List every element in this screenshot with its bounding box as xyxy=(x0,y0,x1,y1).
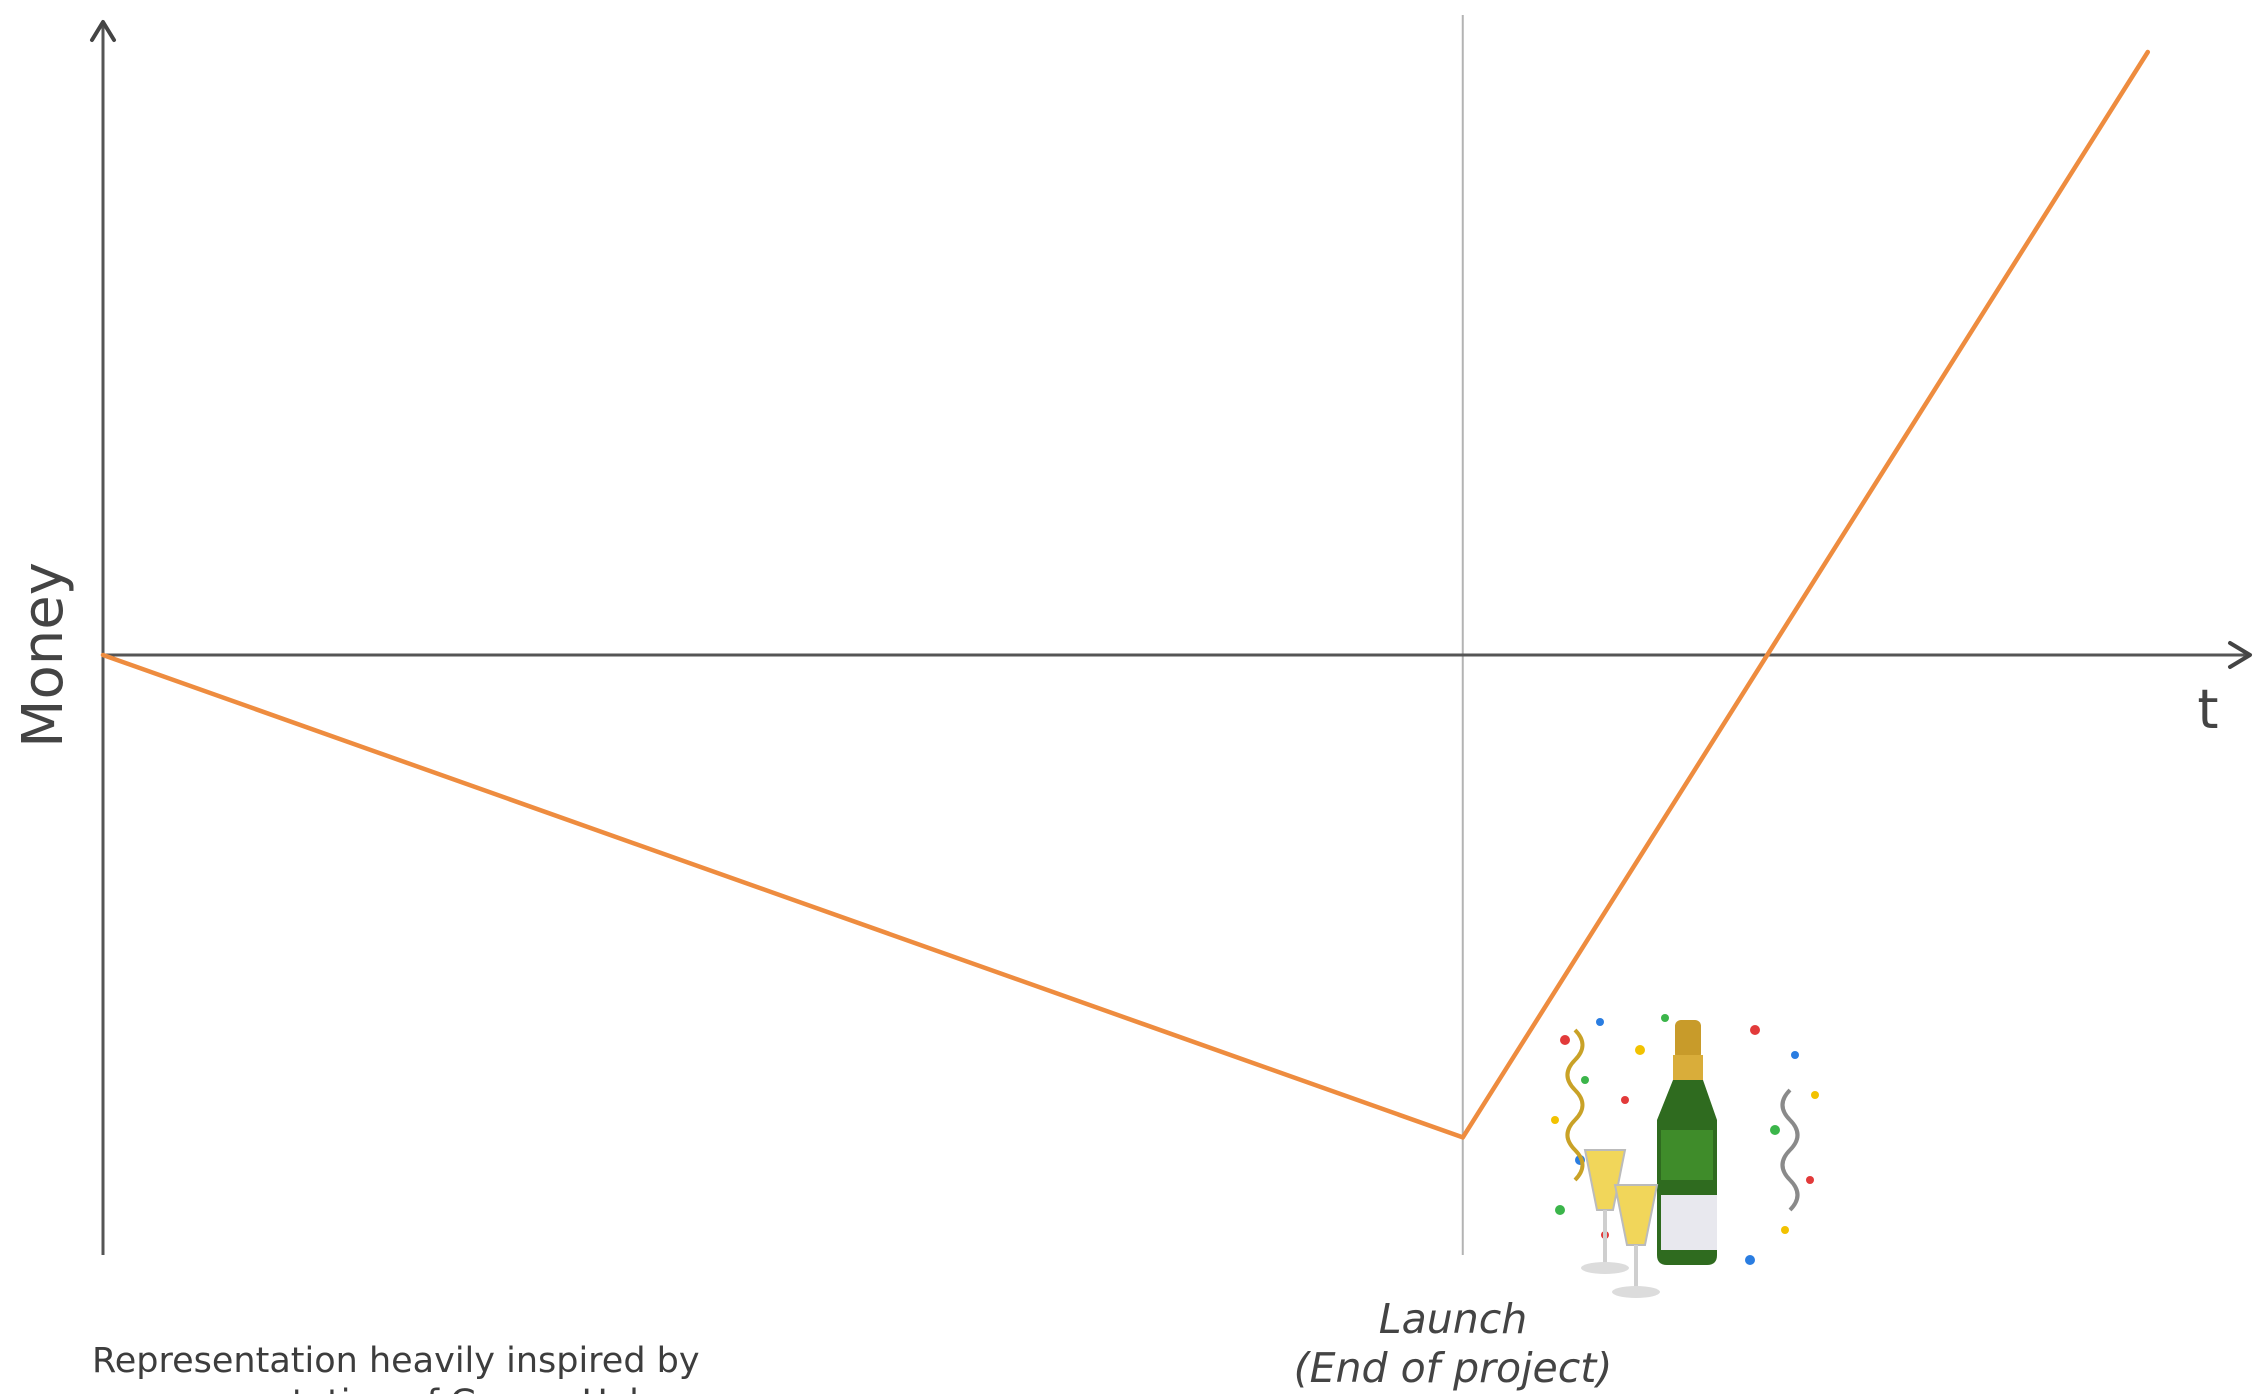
x-axis-arrow-icon xyxy=(2228,641,2252,669)
series-line-1 xyxy=(100,49,2151,1140)
champagne-celebration-icon xyxy=(1551,1014,1819,1298)
x-axis-label: t xyxy=(2197,678,2218,741)
y-axis-arrow-icon xyxy=(90,20,116,42)
series-layer xyxy=(100,49,2151,1140)
end-of-project-label: (End of project) xyxy=(1294,1344,1613,1392)
footnote-line-1: Representation heavily inspired by xyxy=(92,1341,700,1381)
footnote-line-2: a presentation of Gregor Hohpe xyxy=(140,1383,695,1394)
launch-label: Launch xyxy=(1379,1295,1527,1343)
y-axis-label: Money xyxy=(11,562,76,748)
